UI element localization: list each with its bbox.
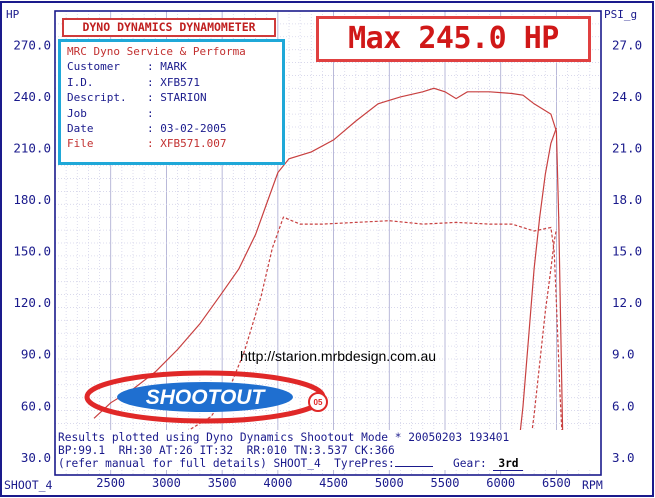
series-line-3: [528, 229, 557, 458]
info-row-job: Job:: [67, 106, 282, 121]
y-tick-left-label: 30.0: [21, 450, 51, 465]
y-tick-left-label: 60.0: [21, 398, 51, 413]
x-axis-unit-label: RPM: [582, 478, 603, 492]
info-value: : STARION: [147, 91, 207, 105]
info-row-id: I.D. : XFB571: [67, 75, 282, 90]
info-value: : XFB571: [147, 75, 200, 89]
y-axis-right-label: PSI_g: [604, 8, 638, 21]
y-tick-right-label: 18.0: [612, 192, 642, 207]
x-tick-label: 3500: [208, 476, 237, 490]
y-tick-right-label: 12.0: [612, 295, 642, 310]
info-panel: MRC Dyno Service & Performa Customer : MA…: [58, 39, 285, 165]
info-label: File: [67, 137, 94, 151]
series-line-2: [516, 127, 557, 458]
y-tick-right-label: 24.0: [612, 89, 642, 104]
series-line-0: [93, 87, 564, 458]
y-tick-left-label: 120.0: [13, 295, 51, 310]
y-tick-right-label: 21.0: [612, 140, 642, 155]
x-tick-label: 2500: [96, 476, 125, 490]
y-tick-left-label: 240.0: [13, 89, 51, 104]
y-tick-right-label: 15.0: [612, 244, 642, 259]
mode-tag: SHOOT_4: [4, 478, 53, 492]
results-line-1: Results plotted using Dyno Dynamics Shoo…: [58, 431, 510, 444]
x-tick-label: 4500: [319, 476, 348, 490]
results-panel: Results plotted using Dyno Dynamics Shoo…: [56, 430, 600, 471]
info-row-description: Descript. : STARION: [67, 90, 282, 105]
logo-band: [117, 382, 293, 412]
y-tick-left-label: 210.0: [13, 140, 51, 155]
x-tick-label: 6500: [542, 476, 571, 490]
y-tick-right-label: 27.0: [612, 37, 642, 52]
x-tick-label: 3000: [152, 476, 181, 490]
logo-text: SHOOTOUT: [146, 386, 267, 409]
y-tick-left-label: 180.0: [13, 192, 51, 207]
x-tick-label: 5500: [431, 476, 460, 490]
info-value: :: [147, 106, 154, 120]
results-line-3: (refer manual for full details) SHOOT_4 …: [56, 457, 600, 471]
info-row-customer: Customer : MARK: [67, 59, 282, 74]
x-tick-label: 5000: [375, 476, 404, 490]
plot-border: [54, 10, 602, 476]
plot-frame: [54, 10, 602, 476]
gear-label: Gear:: [453, 457, 487, 470]
y-axis-right: 3.0 6.0 9.0 12.0 15.0 18.0 21.0 24.0 27.0: [612, 37, 642, 464]
shop-name: MRC Dyno Service & Performa: [67, 45, 246, 58]
website-url: http://starion.mrbdesign.com.au: [240, 348, 437, 364]
gear-value: 3rd: [493, 457, 524, 471]
info-row-file: File : XFB571.007: [67, 136, 282, 151]
logo-badge: [308, 392, 328, 412]
info-value: : MARK: [147, 60, 187, 74]
shootout-logo: SHOOTOUT 05: [84, 370, 328, 424]
y-axis-left: 30.0 60.0 90.0 120.0 150.0 180.0 210.0 240.0 270…: [13, 37, 51, 464]
y-tick-left-label: 150.0: [13, 244, 51, 259]
tyre-pressure-blank: [394, 466, 433, 467]
logo-sub-text: 05: [314, 398, 323, 407]
info-value: : XFB571.007: [147, 137, 227, 151]
info-row-date: Date : 03-02-2005: [67, 121, 282, 136]
y-axis-left-label: HP: [6, 8, 20, 21]
info-label: Customer: [67, 60, 120, 74]
results-line-3-text: (refer manual for full details) SHOOT_4 …: [58, 457, 395, 470]
x-axis: 2500 3000 3500 4000 4500 5000 5500 6000 6500: [96, 476, 571, 490]
info-label: Date: [67, 121, 94, 135]
info-label: Job: [67, 106, 87, 120]
y-tick-left-label: 90.0: [21, 347, 51, 362]
x-tick-label: 6000: [486, 476, 515, 490]
brand-banner: DYNO DYNAMICS DYNAMOMETER: [62, 18, 276, 37]
y-tick-right-label: 3.0: [612, 450, 635, 465]
max-hp-banner: Max 245.0 HP: [316, 16, 591, 62]
y-tick-right-label: 9.0: [612, 347, 635, 362]
info-label: Descript.: [67, 91, 127, 105]
x-tick-label: 4000: [263, 476, 292, 490]
info-value: : 03-02-2005: [147, 121, 227, 135]
y-tick-left-label: 270.0: [13, 37, 51, 52]
y-tick-right-label: 6.0: [612, 398, 635, 413]
info-label: I.D.: [67, 75, 94, 89]
results-line-2: BP:99.1 RH:30 AT:26 IT:32 RR:010 TN:3.53…: [58, 444, 395, 457]
